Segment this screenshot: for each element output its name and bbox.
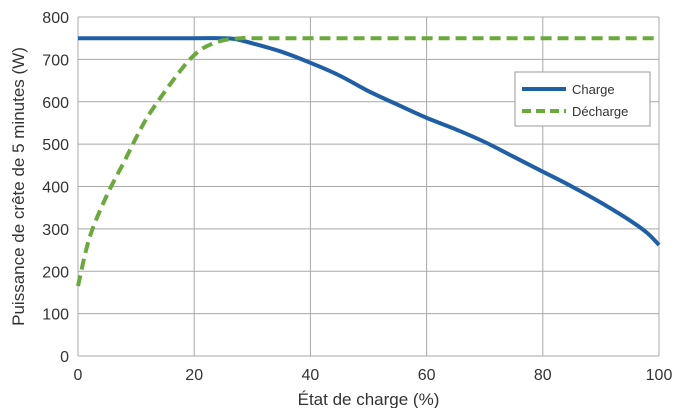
y-tick-label: 700 <box>42 52 69 69</box>
legend-label-charge: Charge <box>572 82 615 97</box>
grid <box>77 16 660 357</box>
y-tick-label: 500 <box>42 137 69 154</box>
y-tick-label: 0 <box>60 349 69 366</box>
x-tick-label: 20 <box>185 367 203 384</box>
x-tick-label: 60 <box>418 367 436 384</box>
series-line-decharge <box>76 36 659 287</box>
y-tick-label: 300 <box>42 222 69 239</box>
y-tick-label: 200 <box>42 264 69 281</box>
x-axis-title: État de charge (%) <box>298 390 440 408</box>
x-tick-label: 80 <box>534 367 552 384</box>
y-tick-label: 100 <box>42 307 69 324</box>
y-axis-title: Puissance de crête de 5 minutes (W) <box>9 47 28 326</box>
legend-box <box>514 71 651 127</box>
x-tick-label: 0 <box>74 367 83 384</box>
x-tick-label: 100 <box>646 367 673 384</box>
legend-label-decharge: Décharge <box>572 104 628 119</box>
legend: Charge Décharge <box>514 71 651 127</box>
tick-labels: 0 100 200 300 400 500 600 700 800 0 20 40 60 80 100 <box>42 10 672 384</box>
y-tick-label: 400 <box>42 180 69 197</box>
series-lines <box>76 36 661 287</box>
y-tick-label: 600 <box>42 95 69 112</box>
series-line-charge <box>78 36 661 247</box>
y-tick-label: 800 <box>42 10 69 27</box>
x-tick-label: 40 <box>302 367 320 384</box>
